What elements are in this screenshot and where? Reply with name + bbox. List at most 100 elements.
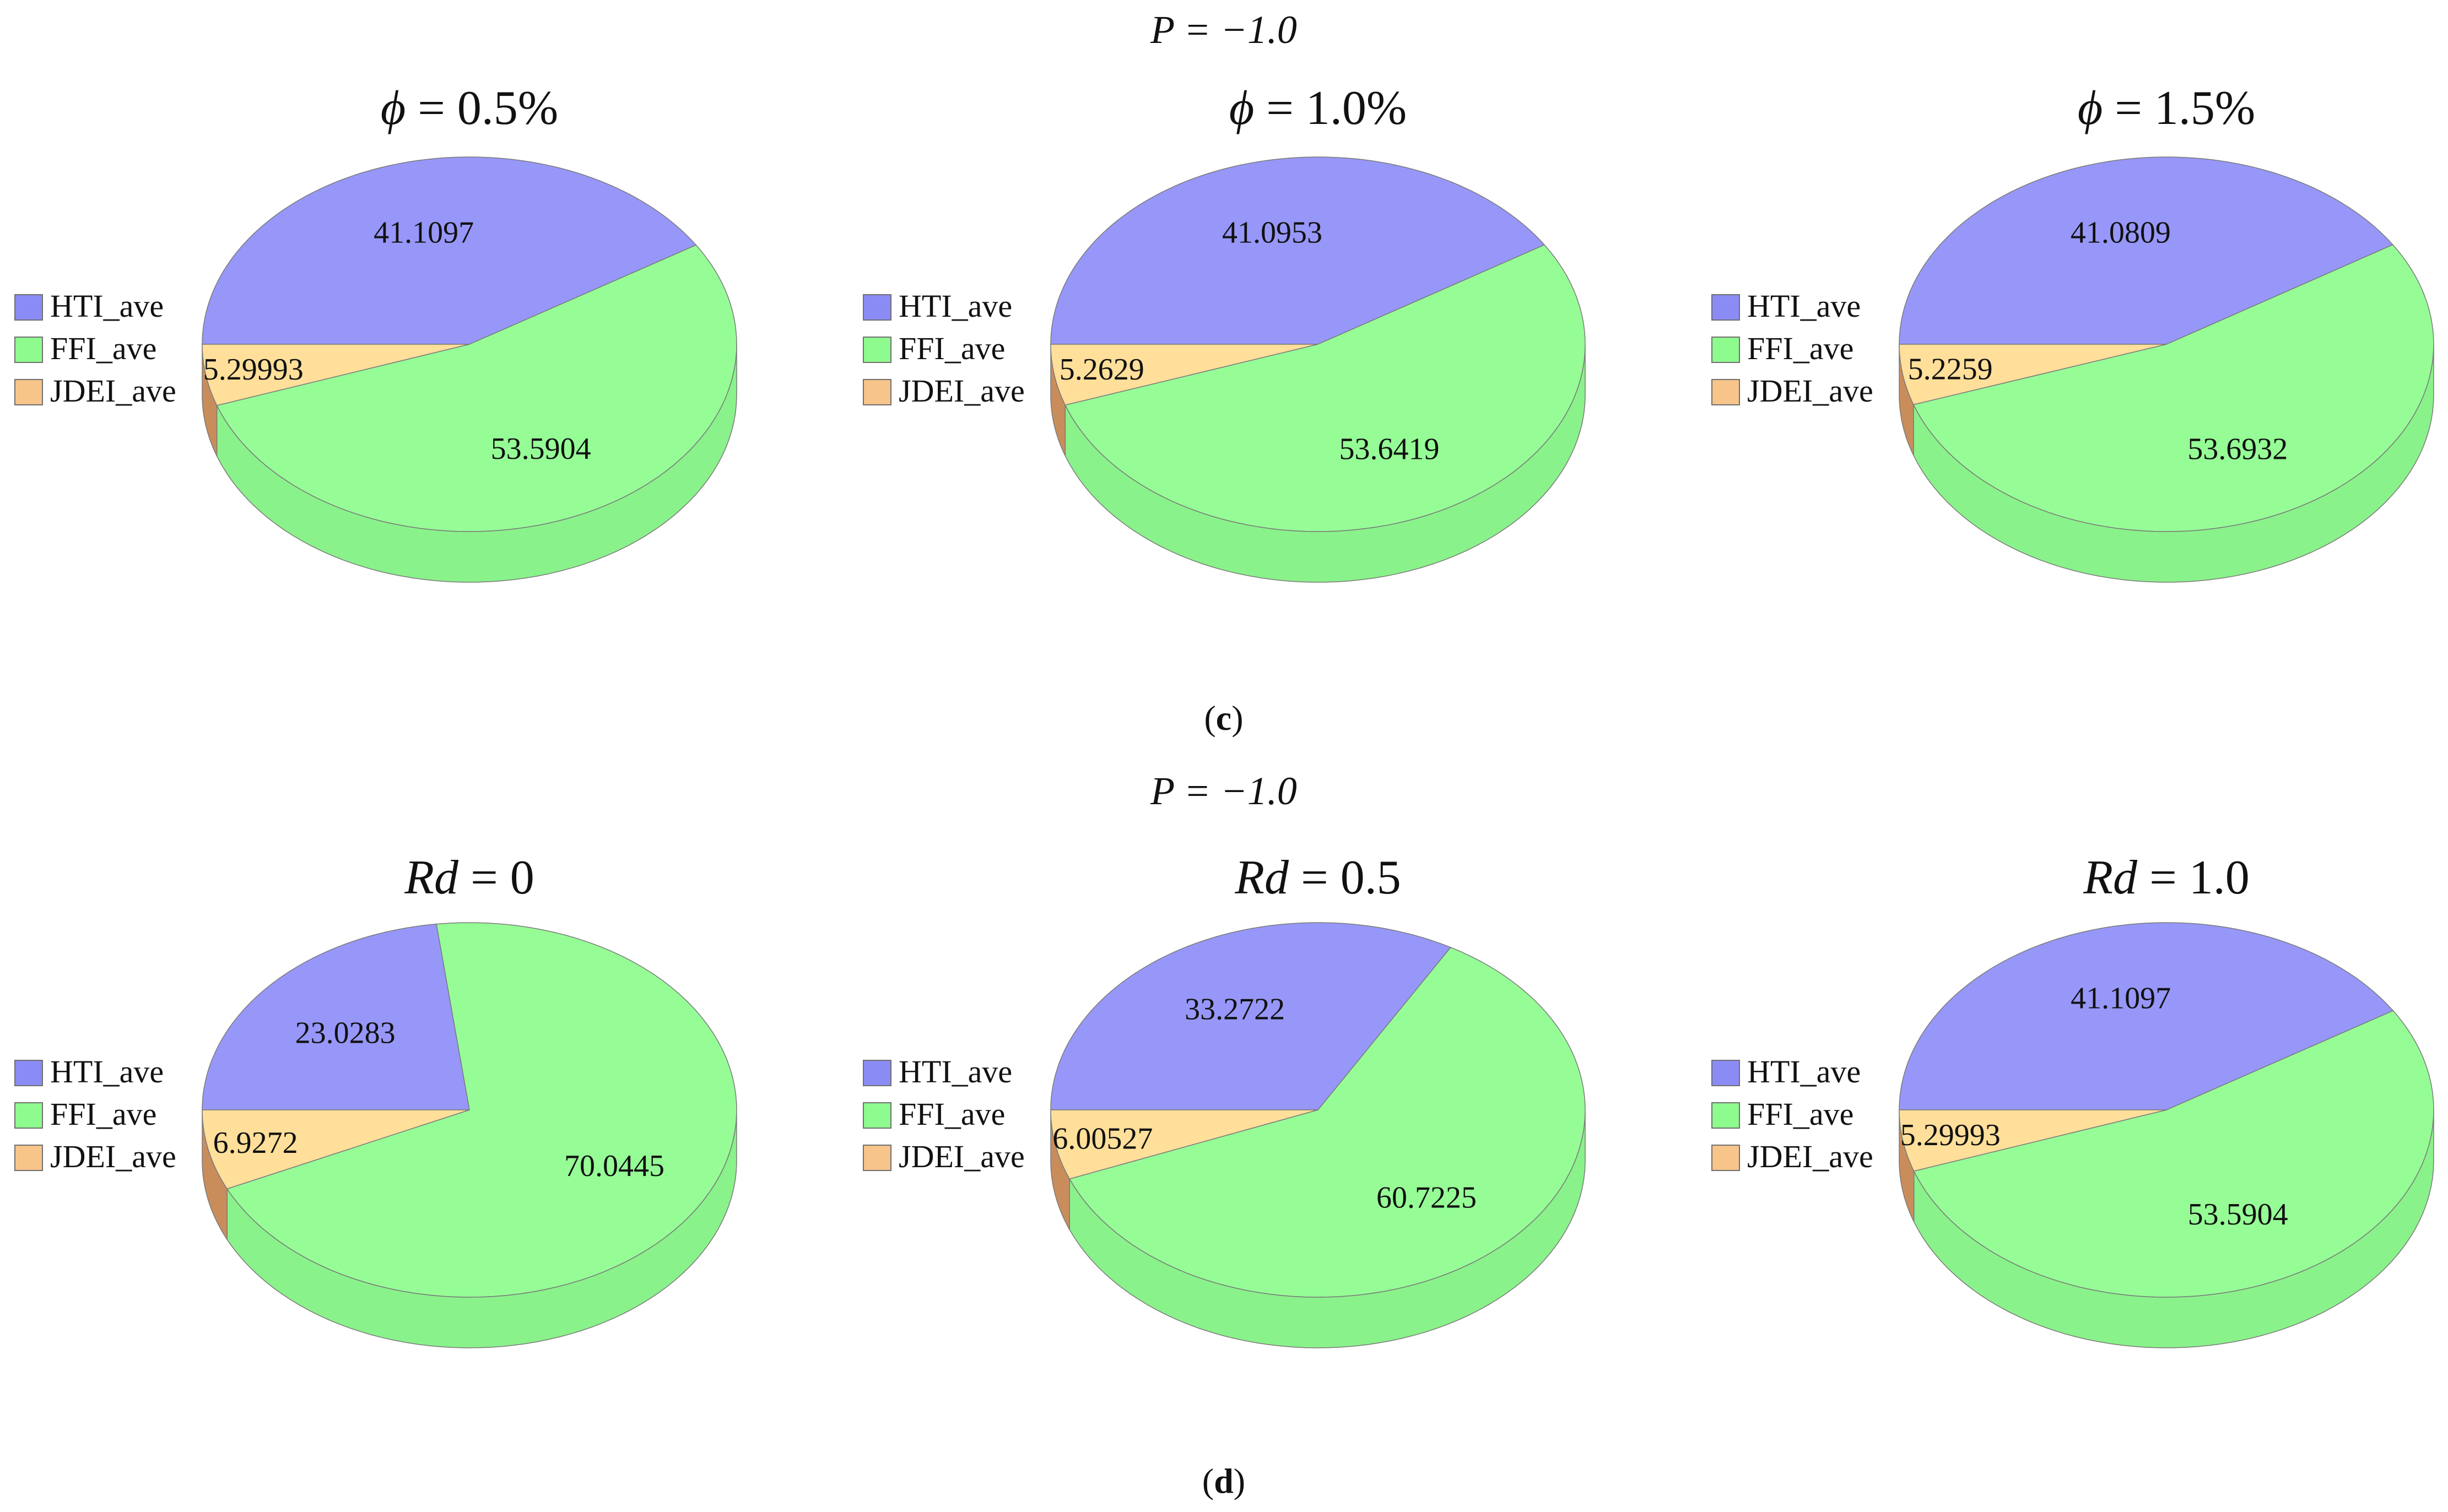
pie-chart: ϕ = 1.0% 41.0953 53.6419 5.2629 HTI_ave FFI_a…	[863, 82, 1586, 583]
pie-slice-JDEI_ave	[202, 344, 470, 406]
legend-swatch-FFI_ave	[1711, 1102, 1740, 1129]
chart-title-symbol: ϕ	[2078, 82, 2103, 135]
panel-header-title: P = −1.0	[1150, 769, 1297, 813]
pie-slice-JDEI_ave	[1050, 1109, 1318, 1180]
panel-c: P = −1.0 ϕ = 0.5% 41.1097 53.5904 5.29993 HTI…	[14, 8, 2434, 738]
chart-title: ϕ = 1.5%	[2078, 82, 2255, 135]
chart-title-value: = 1.0	[2137, 851, 2250, 904]
pie-slice-HTI_ave	[1899, 156, 2394, 345]
pie-slice-HTI_ave	[1050, 922, 1452, 1110]
pie-chart: Rd = 0.5 33.2722 60.7225 6.00527 HTI_ave FFI_…	[863, 851, 1586, 1348]
chart-title: Rd = 1.0	[2083, 851, 2249, 904]
chart-title-symbol: Rd	[404, 851, 459, 904]
panel-caption: (d)	[1202, 1461, 1245, 1500]
legend-swatch-HTI_ave	[1711, 294, 1740, 321]
legend-swatch-HTI_ave	[863, 1060, 891, 1086]
pie-slice-HTI_ave	[202, 923, 470, 1110]
legend-swatch-FFI_ave	[863, 1102, 891, 1129]
data-label-JDEI_ave: 6.9272	[213, 1126, 298, 1160]
data-label-FFI_ave: 60.7225	[1376, 1180, 1477, 1215]
data-label-JDEI_ave: 5.2629	[1060, 353, 1144, 387]
data-label-HTI_ave: 23.0283	[295, 1016, 396, 1050]
pie-slice-FFI_ave	[1913, 1010, 2434, 1298]
pie-chart: Rd = 1.0 41.1097 53.5904 5.29993 HTI_ave FFI_…	[1711, 851, 2434, 1348]
legend-swatch-HTI_ave	[14, 1060, 43, 1086]
legend-swatch-JDEI_ave	[14, 379, 43, 405]
legend-swatch-FFI_ave	[863, 337, 891, 363]
chart-title-symbol: Rd	[1234, 851, 1289, 904]
pie-slice-FFI_ave	[1064, 244, 1586, 532]
pie-slice-JDEI_ave	[1899, 1109, 2167, 1172]
chart-title: ϕ = 1.0%	[1229, 82, 1407, 135]
chart-title-symbol: ϕ	[1229, 82, 1255, 135]
panel-d: P = −1.0 Rd = 0 23.0283 70.0445 6.9272 HTI_av…	[14, 769, 2434, 1500]
data-label-HTI_ave: 41.0809	[2071, 215, 2171, 250]
legend-swatch-FFI_ave	[14, 337, 43, 363]
legend-swatch-JDEI_ave	[14, 1145, 43, 1171]
legend-swatch-JDEI_ave	[863, 1145, 891, 1171]
chart-title-symbol: ϕ	[381, 82, 406, 135]
data-label-HTI_ave: 41.1097	[2071, 981, 2171, 1015]
chart-title-symbol: Rd	[2083, 851, 2138, 904]
data-label-FFI_ave: 53.6932	[2187, 432, 2288, 466]
pie-chart: ϕ = 0.5% 41.1097 53.5904 5.29993 HTI_ave FFI_…	[14, 82, 737, 583]
legend-swatch-FFI_ave	[14, 1102, 43, 1129]
legend-label-JDEI_ave: JDEI_ave	[899, 1139, 1025, 1174]
data-label-FFI_ave: 70.0445	[564, 1149, 664, 1183]
chart-title-value: = 0.5%	[406, 82, 558, 135]
chart-title-value: = 0	[458, 851, 534, 904]
legend-label-FFI_ave: FFI_ave	[50, 1096, 156, 1132]
legend-label-FFI_ave: FFI_ave	[899, 1096, 1005, 1132]
data-label-JDEI_ave: 5.29993	[1900, 1118, 2001, 1152]
chart-title-value: = 0.5	[1289, 851, 1401, 904]
legend-label-HTI_ave: HTI_ave	[899, 1054, 1012, 1090]
data-label-JDEI_ave: 5.2259	[1908, 353, 1993, 387]
legend-label-JDEI_ave: JDEI_ave	[50, 373, 176, 409]
legend-swatch-JDEI_ave	[863, 379, 891, 405]
legend-label-FFI_ave: FFI_ave	[1747, 330, 1853, 366]
data-label-HTI_ave: 33.2722	[1185, 993, 1285, 1027]
pie-slice-HTI_ave	[202, 156, 697, 345]
legend-label-FFI_ave: FFI_ave	[1747, 1096, 1853, 1132]
pie-slice-FFI_ave	[216, 244, 737, 532]
chart-title: Rd = 0	[404, 851, 534, 904]
legend-label-HTI_ave: HTI_ave	[50, 1054, 164, 1090]
data-label-FFI_ave: 53.5904	[491, 432, 591, 466]
legend-swatch-JDEI_ave	[1711, 379, 1740, 405]
panel-header-title: P = −1.0	[1150, 8, 1297, 52]
chart-title-value: = 1.0%	[1254, 82, 1407, 135]
pie-slice-FFI_ave	[1912, 244, 2434, 532]
chart-title-value: = 1.5%	[2103, 82, 2255, 135]
legend-label-HTI_ave: HTI_ave	[1747, 1054, 1861, 1090]
legend-swatch-HTI_ave	[1711, 1060, 1740, 1086]
legend-label-HTI_ave: HTI_ave	[1747, 288, 1861, 324]
legend-label-JDEI_ave: JDEI_ave	[1747, 373, 1873, 409]
legend-label-JDEI_ave: JDEI_ave	[50, 1139, 176, 1174]
legend-swatch-JDEI_ave	[1711, 1145, 1740, 1171]
pie-slice-HTI_ave	[1050, 156, 1545, 345]
pie-slice-FFI_ave	[1068, 946, 1586, 1298]
pie-slice-FFI_ave	[226, 922, 737, 1298]
legend-swatch-HTI_ave	[863, 294, 891, 321]
data-label-JDEI_ave: 6.00527	[1052, 1121, 1153, 1156]
legend-swatch-HTI_ave	[14, 294, 43, 321]
panel-caption: (c)	[1204, 698, 1243, 738]
data-label-JDEI_ave: 5.29993	[203, 353, 304, 387]
data-label-FFI_ave: 53.6419	[1339, 432, 1439, 466]
pie-chart: ϕ = 1.5% 41.0809 53.6932 5.2259 HTI_ave FFI_a…	[1711, 82, 2434, 583]
legend-label-HTI_ave: HTI_ave	[50, 288, 164, 324]
pie-chart: Rd = 0 23.0283 70.0445 6.9272 HTI_ave FFI_ave…	[14, 851, 737, 1348]
pie-slice-JDEI_ave	[202, 1109, 470, 1190]
legend-label-FFI_ave: FFI_ave	[899, 330, 1005, 366]
data-label-FFI_ave: 53.5904	[2188, 1197, 2288, 1232]
legend-label-JDEI_ave: JDEI_ave	[1747, 1139, 1873, 1174]
chart-title: ϕ = 0.5%	[381, 82, 558, 135]
pie-slice-HTI_ave	[1899, 922, 2394, 1110]
legend-swatch-FFI_ave	[1711, 337, 1740, 363]
pie-slice-JDEI_ave	[1050, 344, 1318, 406]
data-label-HTI_ave: 41.0953	[1222, 215, 1322, 250]
data-label-HTI_ave: 41.1097	[374, 215, 474, 250]
legend-label-FFI_ave: FFI_ave	[50, 330, 156, 366]
legend-label-JDEI_ave: JDEI_ave	[899, 373, 1025, 409]
